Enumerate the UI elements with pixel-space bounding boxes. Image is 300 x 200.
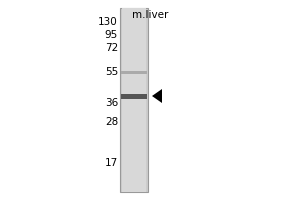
Text: 17: 17 <box>105 158 118 168</box>
Bar <box>122 8 146 192</box>
Text: 28: 28 <box>105 117 118 127</box>
Text: 55: 55 <box>105 67 118 77</box>
Polygon shape <box>152 89 162 103</box>
Bar <box>121 71 147 73</box>
Text: 72: 72 <box>105 43 118 53</box>
Bar <box>121 94 147 98</box>
Bar <box>120 8 148 192</box>
Text: 36: 36 <box>105 98 118 108</box>
Text: m.liver: m.liver <box>132 10 168 20</box>
Text: 130: 130 <box>98 17 118 27</box>
Text: 95: 95 <box>105 30 118 40</box>
